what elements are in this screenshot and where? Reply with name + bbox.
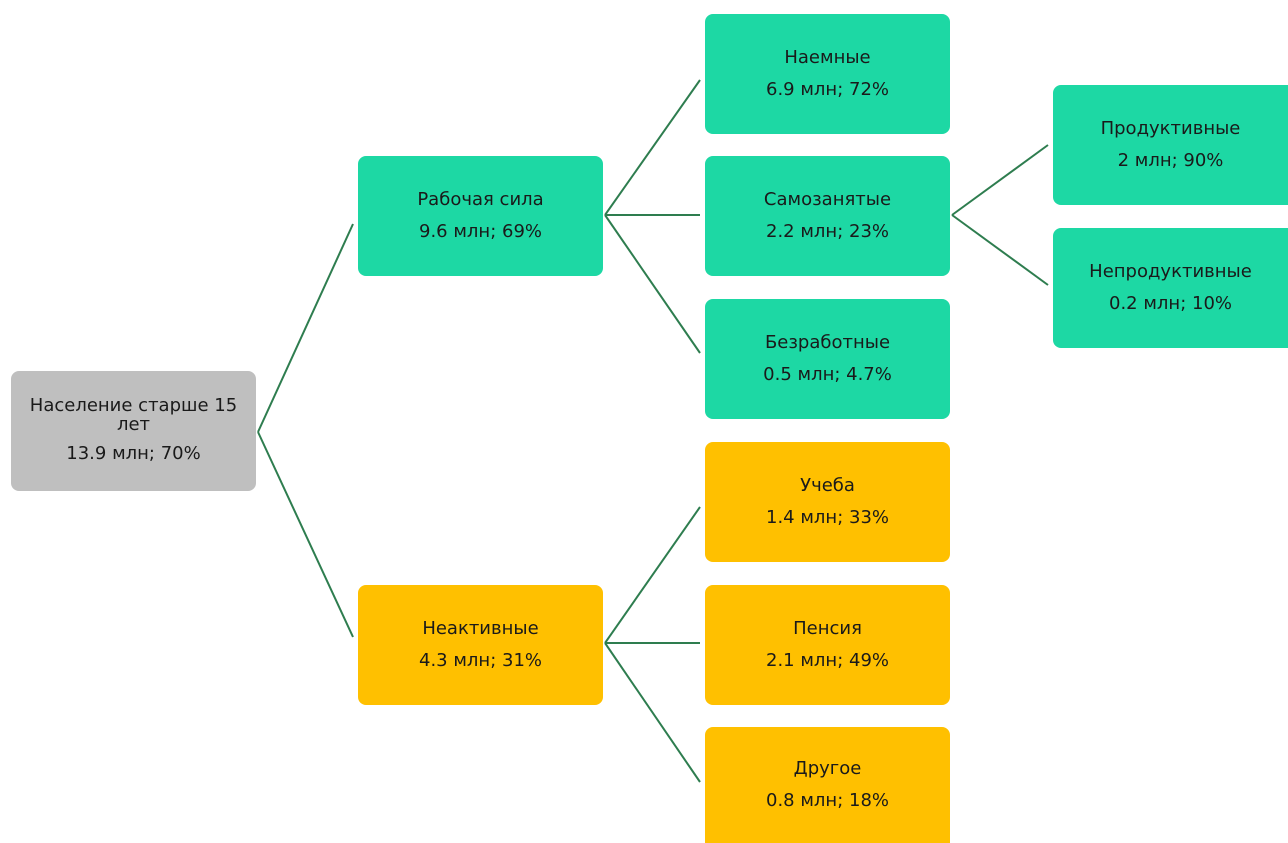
node-inactive: Неактивные 4.3 млн; 31% <box>358 585 603 705</box>
node-label: Пенсия <box>793 617 862 639</box>
edge-inactive-other <box>604 642 701 783</box>
node-hired: Наемные 6.9 млн; 72% <box>705 14 950 134</box>
node-label: Рабочая сила <box>417 188 544 210</box>
node-value: 2 млн; 90% <box>1117 150 1224 171</box>
node-label: Самозанятые <box>763 188 892 210</box>
node-study: Учеба 1.4 млн; 33% <box>705 442 950 562</box>
node-value: 2.1 млн; 49% <box>766 650 889 671</box>
node-label: Другое <box>793 757 862 779</box>
node-pension: Пенсия 2.1 млн; 49% <box>705 585 950 705</box>
node-self-employed: Самозанятые 2.2 млн; 23% <box>705 156 950 276</box>
node-label: Продуктивные <box>1100 117 1241 139</box>
node-value: 13.9 млн; 70% <box>66 442 201 464</box>
node-label: Наемные <box>784 46 871 68</box>
edge-labor-hired <box>604 79 701 216</box>
edge-labor-unemp <box>604 214 701 354</box>
node-population-over-15: Население старше 15 лет 13.9 млн; 70% <box>11 371 256 491</box>
node-label: Учеба <box>800 474 855 496</box>
node-productive: Продуктивные 2 млн; 90% <box>1053 85 1288 205</box>
node-label: Население старше 15 лет <box>29 394 238 435</box>
node-label: Непродуктивные <box>1089 260 1252 282</box>
node-other: Другое 0.8 млн; 18% <box>705 727 950 843</box>
node-value: 4.3 млн; 31% <box>419 650 542 671</box>
node-labor-force: Рабочая сила 9.6 млн; 69% <box>358 156 603 276</box>
node-label: Безработные <box>764 331 891 353</box>
edge-self-prod <box>951 144 1049 216</box>
node-unproductive: Непродуктивные 0.2 млн; 10% <box>1053 228 1288 348</box>
node-value: 0.2 млн; 10% <box>1109 293 1232 314</box>
node-value: 0.8 млн; 18% <box>766 790 889 811</box>
edge-root-inactive <box>257 431 354 638</box>
edge-root-labor <box>257 223 354 433</box>
node-value: 9.6 млн; 69% <box>419 221 542 242</box>
node-value: 1.4 млн; 33% <box>766 507 889 528</box>
node-label: Неактивные <box>422 617 539 639</box>
node-unemployed: Безработные 0.5 млн; 4.7% <box>705 299 950 419</box>
node-value: 6.9 млн; 72% <box>766 79 889 100</box>
node-value: 0.5 млн; 4.7% <box>763 364 892 385</box>
edge-self-unprod <box>951 214 1049 286</box>
node-value: 2.2 млн; 23% <box>766 221 889 242</box>
edge-inactive-study <box>604 506 701 644</box>
